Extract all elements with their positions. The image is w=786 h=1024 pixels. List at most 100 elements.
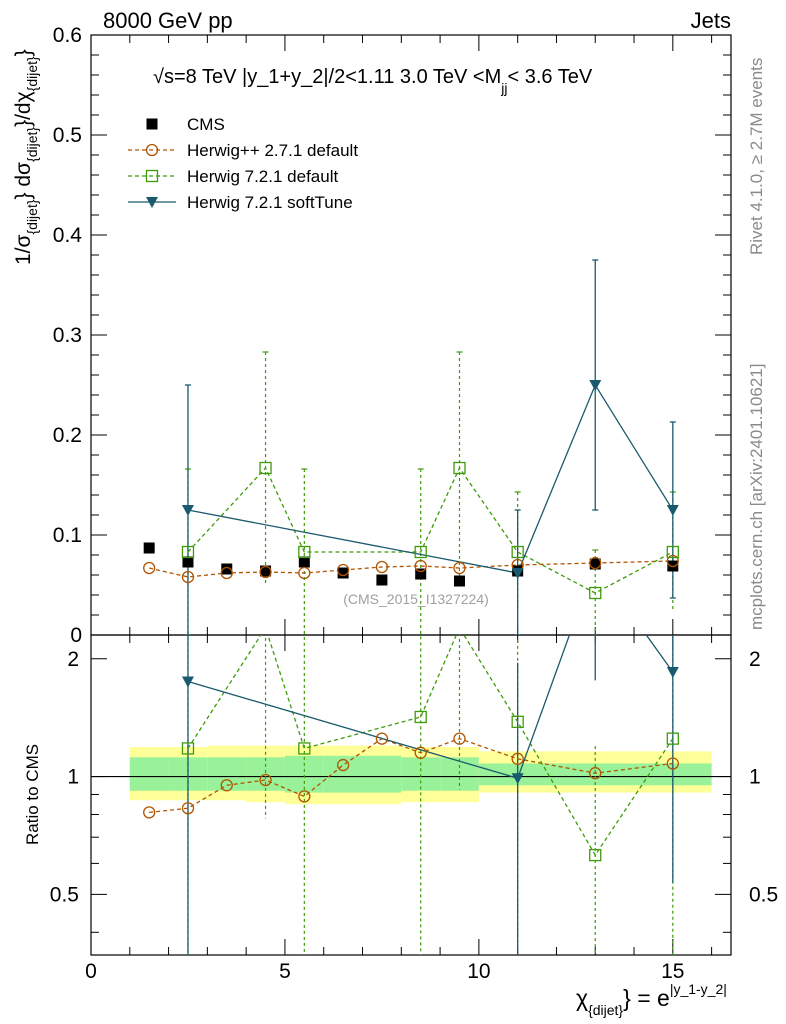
softtune-point xyxy=(181,505,194,516)
herwigpp-ratio-point xyxy=(666,757,679,770)
legend: CMS Herwig++ 2.7.1 default Herwig 7.2.1 de… xyxy=(128,115,358,212)
cms-point xyxy=(589,558,601,570)
legend-label: CMS xyxy=(187,115,225,134)
ratio-tick-label-left: 2 xyxy=(67,648,79,671)
softtune-ratio-point xyxy=(511,773,524,785)
mcplots-label: mcplots.cern.ch [arXiv:2401.10621] xyxy=(747,364,766,630)
h7-default-point xyxy=(298,545,311,559)
herwigpp-ratio-point xyxy=(414,746,427,759)
y-label-g: } xyxy=(12,49,35,56)
legend-marker xyxy=(145,143,159,157)
y-tick-label: 0 xyxy=(70,624,82,647)
ratio-plot-data xyxy=(143,622,679,955)
y-tick-label: 0.3 xyxy=(53,324,82,347)
h7-default-point xyxy=(414,545,427,559)
y-tick-label: 0.6 xyxy=(53,24,82,47)
herwigpp-ratio-point xyxy=(336,758,350,772)
h7-default-point xyxy=(589,586,602,600)
y-label-b: {dijet} xyxy=(24,199,40,234)
cms-point xyxy=(143,542,155,554)
h7-default-ratio-point xyxy=(454,622,465,633)
herwigpp-ratio-point xyxy=(375,732,389,745)
softtune-point xyxy=(589,380,602,391)
herwigpp-point xyxy=(220,566,233,580)
herwigpp-ratio-point xyxy=(298,790,311,803)
herwigpp-ratio-point xyxy=(259,773,272,787)
herwigpp-point xyxy=(259,565,272,579)
herwigpp-point xyxy=(143,561,156,575)
axis-ticks: 0 5 10 15 0 0.1 0.2 0.3 0.4 0.5 0.6 0.5 0.5 1 1 2 2 xyxy=(50,24,778,983)
herwigpp-point xyxy=(181,570,195,584)
x-label-main: χ xyxy=(576,985,588,1011)
legend-marker xyxy=(146,118,158,130)
h7-default-ratio-point xyxy=(511,715,524,728)
cms-point xyxy=(298,556,310,568)
h7-default-line xyxy=(187,466,674,594)
ratio-band-green xyxy=(401,757,441,791)
y-tick-label: 0.1 xyxy=(53,524,82,547)
h7-default-ratio-point xyxy=(298,742,311,755)
herwigpp-ratio-point xyxy=(511,752,524,765)
ratio-tick-label-left: 1 xyxy=(67,766,79,789)
y-tick-label: 0.5 xyxy=(53,124,82,147)
chart-title-tail: < 3.6 TeV xyxy=(508,66,593,88)
ratio-tick-label-right: 1 xyxy=(749,766,761,789)
chart-title-main: √s=8 TeV |y_1+y_2|/2<1.11 3.0 TeV <M xyxy=(153,66,501,88)
herwigpp-ratio-line xyxy=(149,737,673,814)
herwigpp-point xyxy=(453,561,466,575)
softtune-point xyxy=(511,568,524,579)
softtune-line xyxy=(187,383,674,574)
y-label-d: {dijet} xyxy=(24,127,40,162)
softtune-ratio-line xyxy=(187,635,674,780)
h7-default-ratio-point xyxy=(181,742,195,755)
h7-default-ratio-point xyxy=(260,622,271,633)
h7-default-point xyxy=(259,461,272,475)
herwigpp-ratio-point xyxy=(589,767,602,780)
ratio-band-green xyxy=(207,757,247,791)
cms-point xyxy=(182,556,194,568)
x-axis-label: χ{dijet}} = e|y_1-y_2| xyxy=(576,981,727,1018)
softtune-point xyxy=(666,505,679,516)
y-label-e: }/dχ xyxy=(12,91,35,127)
ratio-plot-frame xyxy=(90,634,732,956)
y-label-f: {dijet} xyxy=(24,56,40,91)
x-label-eq: } = e xyxy=(623,985,670,1011)
h7-default-ratio-point xyxy=(414,710,427,724)
herwigpp-ratio-point xyxy=(220,779,233,792)
rivet-label: Rivet 4.1.0, ≥ 2.7M events xyxy=(747,58,766,255)
cms-point xyxy=(415,568,427,580)
header-right: Jets xyxy=(691,8,731,33)
ratio-band-green xyxy=(362,755,402,793)
header-left: 8000 GeV pp xyxy=(103,8,233,33)
ratio-band-green xyxy=(556,763,635,786)
legend-marker xyxy=(145,169,159,183)
x-label-sub: {dijet} xyxy=(588,1002,623,1018)
cms-point xyxy=(221,563,233,575)
h7-default-point xyxy=(511,545,524,559)
y-label-a: 1/σ xyxy=(12,234,35,265)
ratio-band-green xyxy=(284,755,324,793)
cms-point xyxy=(453,575,465,587)
softtune-ratio-point xyxy=(666,667,679,679)
cms-point xyxy=(376,574,388,586)
herwigpp-point xyxy=(414,559,427,573)
h7-default-point xyxy=(666,545,679,559)
legend-marker xyxy=(146,197,158,208)
h7-default-point xyxy=(181,545,195,559)
y-tick-label: 0.4 xyxy=(53,224,83,247)
x-tick-label: 10 xyxy=(467,960,490,983)
y-tick-label: 0.2 xyxy=(53,424,82,447)
main-plot-data xyxy=(143,259,679,635)
softtune-ratio-point xyxy=(181,676,194,688)
y-label-c: } dσ xyxy=(12,162,35,200)
x-tick-label: 0 xyxy=(85,960,97,983)
ratio-tick-label-left: 0.5 xyxy=(50,883,79,906)
legend-label: Herwig 7.2.1 default xyxy=(187,167,338,186)
x-tick-label: 15 xyxy=(661,960,684,983)
ratio-tick-label-right: 0.5 xyxy=(749,883,778,906)
h7-default-point xyxy=(453,461,466,475)
herwigpp-ratio-point xyxy=(453,732,466,745)
y-axis-label: 1/σ{dijet}} dσ{dijet}}/dχ{dijet}} xyxy=(12,49,40,265)
cms-point xyxy=(260,565,272,577)
